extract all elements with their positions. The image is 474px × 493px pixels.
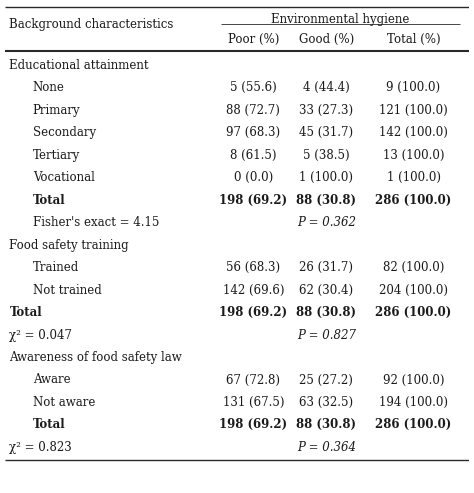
Text: 142 (100.0): 142 (100.0): [379, 126, 448, 140]
Text: 142 (69.6): 142 (69.6): [222, 283, 284, 297]
Text: 97 (68.3): 97 (68.3): [226, 126, 280, 140]
Text: 5 (55.6): 5 (55.6): [230, 81, 277, 94]
Text: Fisher's exact = 4.15: Fisher's exact = 4.15: [33, 216, 159, 229]
Text: None: None: [33, 81, 64, 94]
Text: 88 (30.8): 88 (30.8): [296, 306, 356, 319]
Text: Not aware: Not aware: [33, 396, 95, 409]
Text: Food safety training: Food safety training: [9, 239, 129, 251]
Text: 8 (61.5): 8 (61.5): [230, 149, 276, 162]
Text: Secondary: Secondary: [33, 126, 96, 140]
Text: 1 (100.0): 1 (100.0): [386, 171, 440, 184]
Text: Poor (%): Poor (%): [228, 33, 279, 46]
Text: 88 (30.8): 88 (30.8): [296, 194, 356, 207]
Text: 92 (100.0): 92 (100.0): [383, 374, 444, 387]
Text: 13 (100.0): 13 (100.0): [383, 149, 444, 162]
Text: 4 (44.4): 4 (44.4): [303, 81, 350, 94]
Text: Good (%): Good (%): [299, 33, 354, 46]
Text: 198 (69.2): 198 (69.2): [219, 419, 287, 431]
Text: Total: Total: [33, 419, 65, 431]
Text: Environmental hygiene: Environmental hygiene: [271, 13, 410, 27]
Text: 26 (31.7): 26 (31.7): [300, 261, 354, 274]
Text: 45 (31.7): 45 (31.7): [300, 126, 354, 140]
Text: Total: Total: [33, 194, 65, 207]
Text: Vocational: Vocational: [33, 171, 94, 184]
Text: 204 (100.0): 204 (100.0): [379, 283, 448, 297]
Text: 62 (30.4): 62 (30.4): [300, 283, 354, 297]
Text: P = 0.364: P = 0.364: [297, 441, 356, 454]
Text: Tertiary: Tertiary: [33, 149, 80, 162]
Text: 131 (67.5): 131 (67.5): [222, 396, 284, 409]
Text: Trained: Trained: [33, 261, 79, 274]
Text: Awareness of food safety law: Awareness of food safety law: [9, 351, 182, 364]
Text: 88 (72.7): 88 (72.7): [226, 104, 280, 117]
Text: 9 (100.0): 9 (100.0): [386, 81, 440, 94]
Text: 286 (100.0): 286 (100.0): [375, 419, 452, 431]
Text: 88 (30.8): 88 (30.8): [296, 419, 356, 431]
Text: 25 (27.2): 25 (27.2): [300, 374, 353, 387]
Text: 1 (100.0): 1 (100.0): [300, 171, 354, 184]
Text: 286 (100.0): 286 (100.0): [375, 306, 452, 319]
Text: 286 (100.0): 286 (100.0): [375, 194, 452, 207]
Text: Total (%): Total (%): [387, 33, 440, 46]
Text: 121 (100.0): 121 (100.0): [379, 104, 448, 117]
Text: Aware: Aware: [33, 374, 70, 387]
Text: 5 (38.5): 5 (38.5): [303, 149, 350, 162]
Text: χ² = 0.823: χ² = 0.823: [9, 441, 72, 454]
Text: 56 (68.3): 56 (68.3): [226, 261, 280, 274]
Text: Educational attainment: Educational attainment: [9, 59, 149, 72]
Text: 63 (32.5): 63 (32.5): [300, 396, 354, 409]
Text: 67 (72.8): 67 (72.8): [226, 374, 280, 387]
Text: 194 (100.0): 194 (100.0): [379, 396, 448, 409]
Text: Primary: Primary: [33, 104, 80, 117]
Text: Total: Total: [9, 306, 42, 319]
Text: Background characteristics: Background characteristics: [9, 18, 174, 31]
Text: P = 0.362: P = 0.362: [297, 216, 356, 229]
Text: 198 (69.2): 198 (69.2): [219, 194, 287, 207]
Text: 82 (100.0): 82 (100.0): [383, 261, 444, 274]
Text: P = 0.827: P = 0.827: [297, 328, 356, 342]
Text: 198 (69.2): 198 (69.2): [219, 306, 287, 319]
Text: Not trained: Not trained: [33, 283, 101, 297]
Text: 0 (0.0): 0 (0.0): [234, 171, 273, 184]
Text: χ² = 0.047: χ² = 0.047: [9, 328, 73, 342]
Text: 33 (27.3): 33 (27.3): [300, 104, 354, 117]
